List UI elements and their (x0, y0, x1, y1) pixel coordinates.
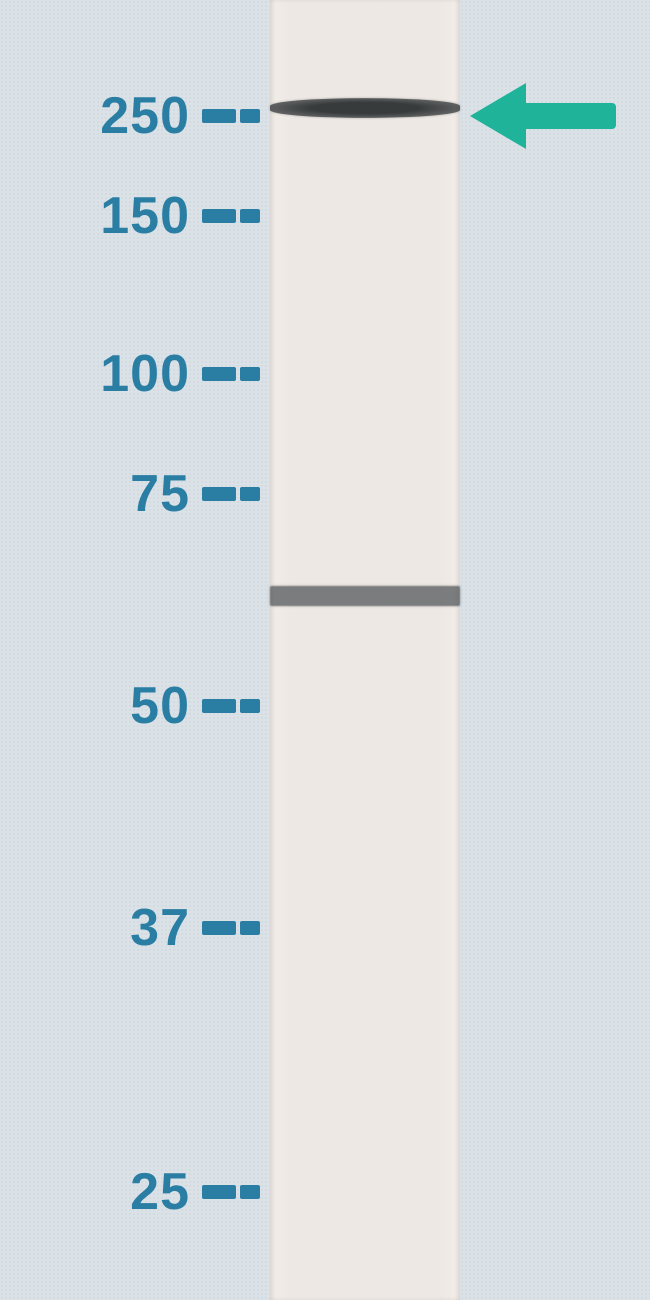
mw-marker-label: 150 (0, 186, 190, 246)
mw-marker-tick (202, 921, 236, 935)
mw-marker: 100 (0, 344, 260, 404)
mw-marker-tick (240, 921, 260, 935)
mw-marker-tick-group (202, 209, 260, 223)
mw-marker-tick (202, 699, 236, 713)
mw-marker-tick (240, 209, 260, 223)
mw-marker-label: 100 (0, 344, 190, 404)
protein-band (270, 98, 460, 118)
gel-lane (270, 0, 460, 1300)
western-blot-figure: 250 150 100 75 50 37 25 (0, 0, 650, 1300)
arrow-shaft (526, 103, 616, 129)
mw-marker-label: 37 (0, 898, 190, 958)
mw-marker-tick (240, 699, 260, 713)
mw-marker-tick (240, 1185, 260, 1199)
mw-marker: 50 (0, 676, 260, 736)
target-band-arrow (470, 83, 616, 149)
mw-marker-tick-group (202, 699, 260, 713)
mw-marker-tick-group (202, 1185, 260, 1199)
mw-marker: 37 (0, 898, 260, 958)
mw-marker-tick (240, 367, 260, 381)
mw-marker-tick (240, 109, 260, 123)
mw-marker-tick-group (202, 109, 260, 123)
mw-marker-tick (202, 209, 236, 223)
mw-marker-label: 250 (0, 86, 190, 146)
mw-marker-tick (240, 487, 260, 501)
mw-marker-tick-group (202, 367, 260, 381)
mw-marker-label: 50 (0, 676, 190, 736)
protein-band (270, 586, 460, 606)
mw-marker-tick (202, 487, 236, 501)
mw-marker: 75 (0, 464, 260, 524)
mw-marker-label: 75 (0, 464, 190, 524)
mw-marker-tick (202, 1185, 236, 1199)
mw-marker-tick (202, 109, 236, 123)
mw-marker-tick (202, 367, 236, 381)
mw-marker: 150 (0, 186, 260, 246)
mw-marker-tick-group (202, 921, 260, 935)
mw-marker: 250 (0, 86, 260, 146)
mw-marker: 25 (0, 1162, 260, 1222)
mw-marker-label: 25 (0, 1162, 190, 1222)
mw-marker-tick-group (202, 487, 260, 501)
arrow-head-icon (470, 83, 526, 149)
